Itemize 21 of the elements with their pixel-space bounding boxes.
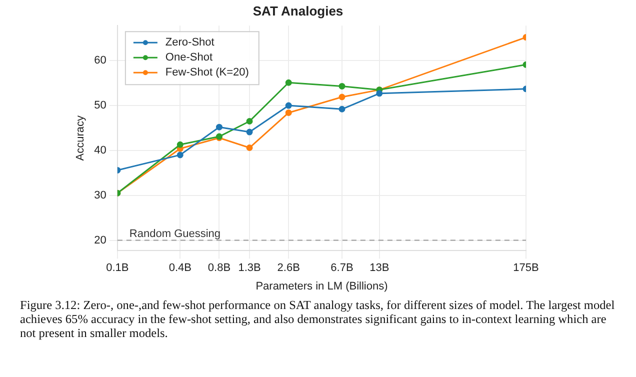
x-tick-label: 1.3B [238, 262, 261, 274]
legend-label: Zero-Shot [165, 36, 214, 49]
y-axis-title: Accuracy [74, 114, 87, 161]
legend-label: Few-Shot (K=20) [165, 66, 249, 79]
legend-label: One-Shot [165, 52, 213, 64]
x-tick-label: 2.6B [277, 262, 300, 274]
y-tick-label: 30 [94, 189, 106, 202]
x-tick-label: 175B [513, 262, 539, 274]
x-tick-label: 6.7B [330, 262, 354, 274]
x-tick-label: 0.1B [106, 262, 129, 274]
chart-title: SAT Analogies [252, 3, 344, 18]
y-tick-label: 40 [94, 144, 106, 156]
x-tick-label: 13B [370, 262, 390, 274]
x-tick-label: 0.4B [168, 262, 192, 274]
y-tick-label: 60 [94, 54, 106, 67]
y-tick-label: 20 [94, 234, 106, 246]
x-tick-label: 0.8B [208, 262, 231, 274]
ref-line-label: Random Guessing [129, 228, 221, 240]
x-axis-title: Parameters in LM (Billions) [256, 280, 388, 292]
caption: Figure 3.12: Zero-, one-,and few-shot performance on SAT analogy tasks, for different sizes of model. The largest model achieves 65% accuracy in the few-shot setting, and also demonstrates significant gains to in-context learning which are not present in smaller models. [20, 298, 616, 340]
y-tick-label: 50 [94, 100, 106, 112]
